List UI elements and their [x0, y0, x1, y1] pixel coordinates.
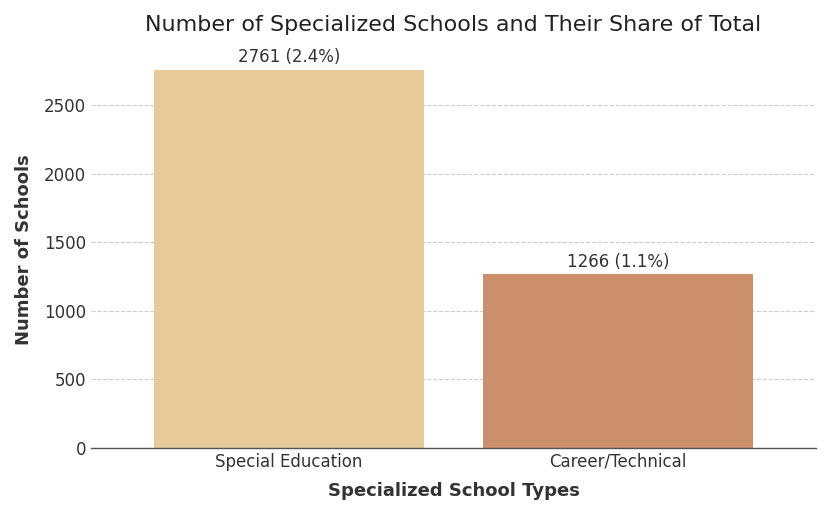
- Bar: [154, 70, 424, 448]
- Bar: [483, 274, 754, 448]
- Title: Number of Specialized Schools and Their Share of Total: Number of Specialized Schools and Their …: [145, 15, 762, 35]
- X-axis label: Specialized School Types: Specialized School Types: [327, 482, 579, 500]
- Text: 2761 (2.4%): 2761 (2.4%): [238, 48, 340, 66]
- Text: 1266 (1.1%): 1266 (1.1%): [567, 253, 670, 271]
- Y-axis label: Number of Schools: Number of Schools: [15, 154, 33, 345]
